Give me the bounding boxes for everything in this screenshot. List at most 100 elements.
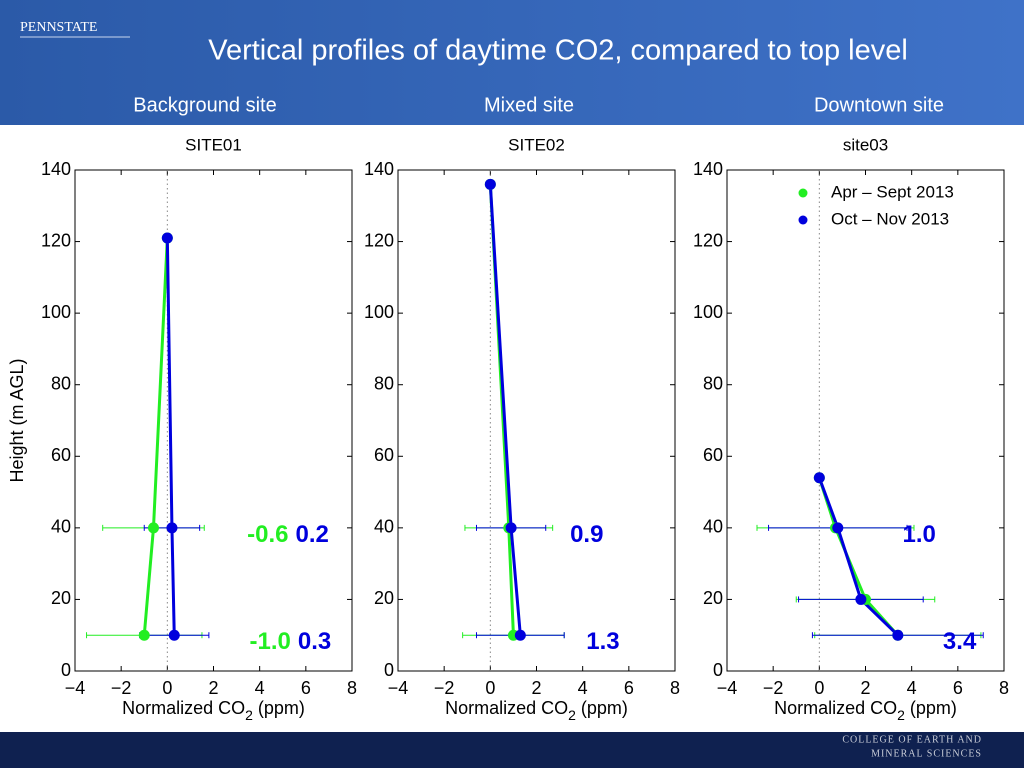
profile-point: [855, 593, 867, 605]
y-tick-label: 120: [693, 230, 723, 250]
profile-point: [892, 629, 904, 641]
y-tick-label: 60: [51, 445, 71, 465]
y-tick-label: 0: [61, 660, 71, 680]
y-tick-label: 40: [703, 517, 723, 537]
x-tick-label: −4: [65, 678, 86, 698]
x-axis-label-sub: 2: [245, 707, 253, 723]
y-tick-label: 80: [51, 373, 71, 393]
x-axis-label: Normalized CO2 (ppm): [774, 698, 957, 723]
annotation-part: 1.3: [586, 629, 619, 656]
y-tick-label: 140: [693, 159, 723, 179]
y-tick-label: 0: [384, 660, 394, 680]
site-subtitle: Downtown site: [814, 94, 944, 116]
y-tick-label: 80: [374, 373, 394, 393]
annotation: 3.4: [943, 629, 977, 656]
header-band: [0, 0, 1024, 125]
x-tick-label: 8: [670, 678, 680, 698]
annotation-part: 0.9: [570, 521, 603, 548]
x-tick-label: 2: [531, 678, 541, 698]
slide-title: Vertical profiles of daytime CO2, compar…: [208, 35, 908, 67]
x-tick-label: −2: [434, 678, 455, 698]
logo: PENNSTATE: [20, 20, 97, 35]
y-tick-label: 40: [374, 517, 394, 537]
y-tick-label: 20: [703, 588, 723, 608]
x-axis-label: Normalized CO2 (ppm): [122, 698, 305, 723]
x-tick-label: 4: [255, 678, 265, 698]
x-axis-label-text: Normalized CO: [445, 698, 568, 718]
x-tick-label: 8: [999, 678, 1009, 698]
x-axis-label-sub: 2: [568, 707, 576, 723]
profile-point: [168, 629, 180, 641]
y-tick-label: 140: [41, 159, 71, 179]
annotation-part: 1.0: [903, 521, 936, 548]
annotation-part: 0.3: [298, 629, 331, 656]
legend-label: Apr – Sept 2013: [831, 182, 954, 201]
plot-frame: [397, 169, 676, 672]
x-axis-label-text: Normalized CO: [122, 698, 245, 718]
x-tick-label: 6: [624, 678, 634, 698]
x-tick-label: 0: [162, 678, 172, 698]
annotation: 1.3: [586, 629, 619, 656]
x-tick-label: 0: [485, 678, 495, 698]
y-tick-label: 0: [713, 660, 723, 680]
annotation-part: -0.6: [247, 521, 288, 548]
plot-frame: [726, 169, 1005, 672]
footer-band: [0, 732, 1024, 768]
annotation-part: 3.4: [943, 629, 977, 656]
x-tick-label: −4: [388, 678, 409, 698]
y-tick-label: 100: [364, 302, 394, 322]
plot-frame: [74, 169, 353, 672]
footer-text: MINERAL SCIENCES: [871, 748, 982, 759]
annotation: 0.9: [570, 521, 603, 548]
annotation-part: 0.2: [296, 521, 329, 548]
profile-line: [817, 477, 899, 637]
annotation: -1.0 0.3: [249, 629, 331, 656]
y-tick-label: 100: [693, 302, 723, 322]
x-axis-label: Normalized CO2 (ppm): [445, 698, 628, 723]
y-tick-label: 60: [703, 445, 723, 465]
profile-point: [147, 522, 159, 534]
y-tick-label: 100: [41, 302, 71, 322]
x-tick-label: 2: [860, 678, 870, 698]
annotation: 1.0: [903, 521, 936, 548]
x-tick-label: 2: [208, 678, 218, 698]
chart-title: site03: [843, 135, 888, 154]
annotation: -0.6 0.2: [247, 521, 329, 548]
y-tick-label: 120: [364, 230, 394, 250]
y-tick-label: 120: [41, 230, 71, 250]
x-axis-label-sub: 2: [897, 707, 905, 723]
x-axis-label-suffix: (ppm): [905, 698, 957, 718]
x-tick-label: 4: [578, 678, 588, 698]
profile-point: [138, 629, 150, 641]
profile-point: [813, 472, 825, 484]
x-tick-label: 8: [347, 678, 357, 698]
profile-point: [484, 178, 496, 190]
x-tick-label: −2: [111, 678, 132, 698]
x-tick-label: 0: [814, 678, 824, 698]
legend-marker: [798, 215, 808, 225]
profile-point: [161, 232, 173, 244]
x-tick-label: −4: [717, 678, 738, 698]
site-subtitle: Background site: [133, 94, 276, 116]
x-axis-label-suffix: (ppm): [576, 698, 628, 718]
y-tick-label: 60: [374, 445, 394, 465]
profile-point: [505, 522, 517, 534]
site-subtitle: Mixed site: [484, 94, 574, 116]
x-tick-label: 4: [907, 678, 917, 698]
profile-point: [166, 522, 178, 534]
x-tick-label: −2: [763, 678, 784, 698]
x-tick-label: 6: [301, 678, 311, 698]
x-tick-label: 6: [953, 678, 963, 698]
y-tick-label: 140: [364, 159, 394, 179]
annotation-part: -1.0: [249, 629, 290, 656]
profile-point: [514, 629, 526, 641]
legend-label: Oct – Nov 2013: [831, 209, 949, 228]
chart-title: SITE02: [508, 135, 565, 154]
x-axis-label-text: Normalized CO: [774, 698, 897, 718]
x-axis-label-suffix: (ppm): [253, 698, 305, 718]
y-tick-label: 20: [51, 588, 71, 608]
legend-marker: [798, 188, 808, 198]
chart-title: SITE01: [185, 135, 242, 154]
footer-text: COLLEGE OF EARTH AND: [842, 734, 982, 745]
